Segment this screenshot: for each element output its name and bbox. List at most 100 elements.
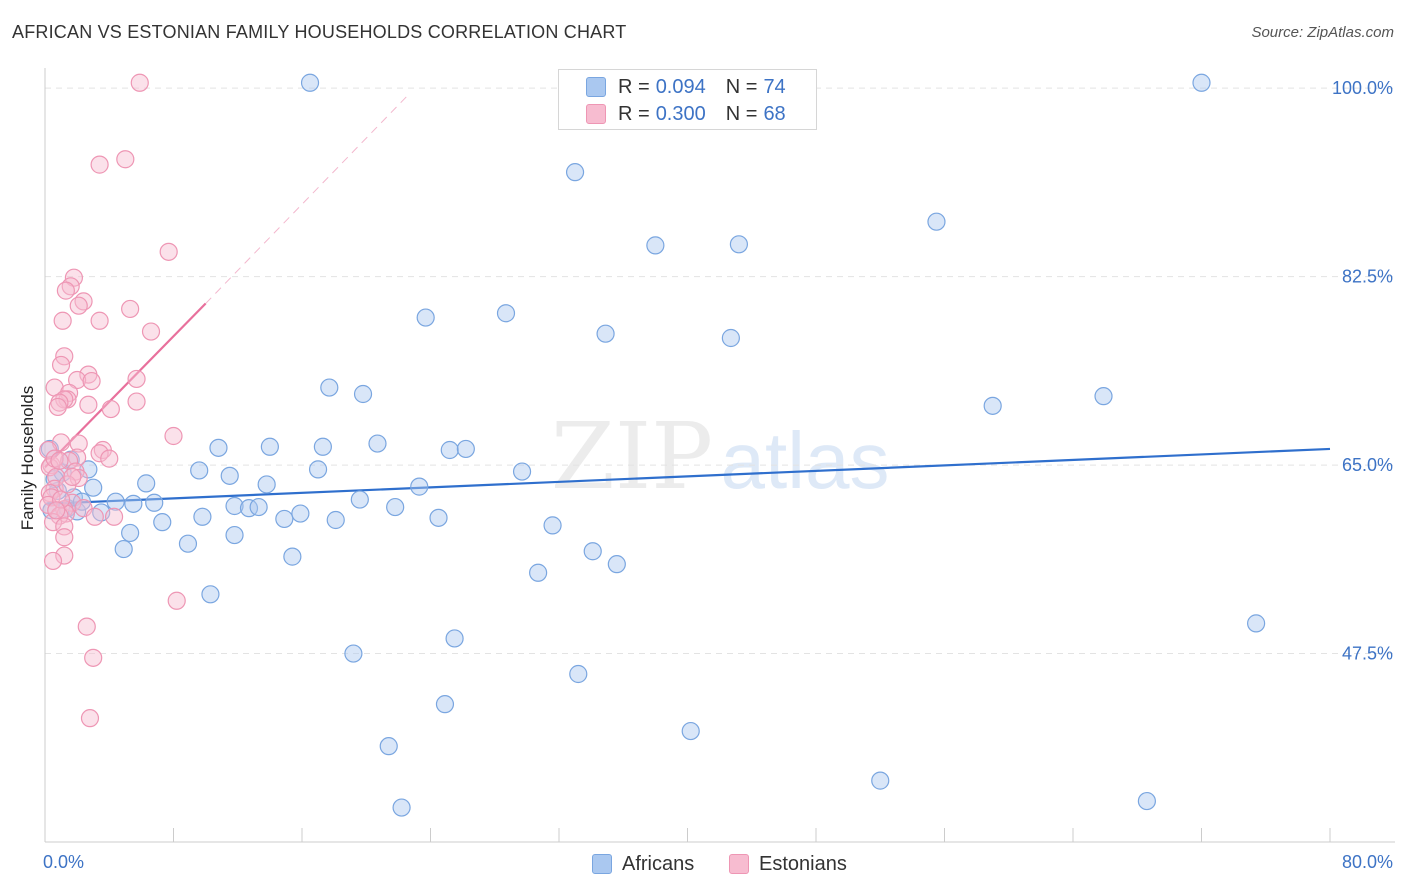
africans-point: [106, 492, 125, 511]
y-tick-label: 47.5%: [1342, 644, 1393, 664]
estonians-point: [159, 242, 178, 261]
estonians-swatch: [586, 104, 606, 124]
africans-point: [927, 212, 946, 231]
x-tick-label-min: 0.0%: [43, 852, 85, 872]
africans-point: [983, 396, 1002, 415]
estonians-point: [90, 155, 109, 174]
africans-point: [729, 235, 749, 254]
estonians-point: [82, 371, 101, 391]
africans-point: [456, 439, 475, 459]
africans-point: [190, 461, 209, 480]
legend-r-value: 0.300: [655, 102, 706, 125]
estonians-point: [101, 399, 120, 419]
estonians-point: [69, 434, 88, 453]
y-tick-label: 82.5%: [1342, 267, 1393, 287]
africans-point: [1137, 791, 1156, 811]
estonians-point: [69, 468, 88, 488]
estonians-point: [127, 369, 146, 389]
africans-point: [114, 539, 133, 559]
africans-point: [239, 499, 259, 518]
legend-r-value: 0.094: [655, 75, 706, 98]
africans-point: [445, 629, 464, 648]
africans-point: [607, 555, 626, 574]
trend-lines: [44, 96, 1331, 505]
africans-point: [871, 771, 890, 790]
axes: [44, 68, 1395, 843]
legend-n-value: 68: [763, 102, 786, 125]
africans-point: [681, 721, 700, 741]
africans-point: [350, 490, 369, 509]
africans-point: [84, 478, 103, 497]
estonians-point: [84, 648, 103, 667]
estonians-point: [167, 591, 186, 610]
africans-trend-line: [44, 447, 1331, 505]
africans-point: [225, 525, 244, 545]
source-credit: Source: ZipAtlas.com: [1251, 24, 1394, 41]
estonians-point: [50, 451, 69, 470]
estonians-point: [141, 322, 161, 341]
y-axis-label: Family Households: [18, 385, 37, 531]
legend: R = 0.094 N = 74 R = 0.300 N = 68: [558, 69, 817, 130]
africans-point: [260, 437, 279, 456]
africans-point: [435, 695, 455, 714]
legend-r-label: R =: [618, 75, 650, 98]
estonians-trend-extrapolation: [205, 96, 407, 304]
africans-point: [543, 516, 562, 535]
africans-point: [137, 474, 156, 493]
legend-row-estonians: R = 0.300 N = 68: [559, 101, 786, 127]
africans-point: [153, 513, 172, 532]
estonians-point: [104, 507, 124, 526]
estonians-point: [77, 617, 96, 636]
estonians-trend-line: [44, 302, 207, 469]
africans-point: [257, 475, 276, 494]
estonians-point: [55, 390, 74, 409]
africans-point: [326, 510, 345, 530]
africans-point: [353, 384, 373, 404]
estonians-legend-swatch: [729, 854, 749, 874]
africans-point: [344, 644, 363, 663]
africans-point: [121, 523, 140, 543]
africans-point: [320, 378, 339, 397]
estonians-point: [55, 528, 74, 547]
africans-point: [646, 236, 665, 255]
estonians-point: [130, 73, 149, 92]
estonians-point: [53, 311, 72, 330]
africans-point: [512, 462, 532, 481]
estonians-legend-label: Estonians: [759, 852, 847, 875]
africans-point: [596, 324, 615, 343]
estonians-point: [40, 458, 59, 477]
bottom-legend-estonians: Estonians: [729, 852, 847, 876]
estonians-point: [79, 395, 98, 414]
x-tick-label-max: 80.0%: [1341, 852, 1393, 872]
africans-point: [249, 497, 268, 517]
estonians-point: [55, 546, 74, 565]
africans-point: [1192, 73, 1211, 92]
africans-point: [193, 507, 212, 526]
africans-point: [368, 434, 387, 453]
africans-point: [225, 496, 244, 516]
estonians-point: [63, 467, 82, 487]
estonians-point: [90, 311, 109, 330]
africans-point: [379, 737, 398, 756]
legend-row-africans: R = 0.094 N = 74: [559, 74, 786, 100]
africans-point: [583, 542, 602, 561]
estonians-point: [56, 281, 75, 300]
africans-point: [300, 73, 320, 92]
estonians-point: [90, 444, 109, 463]
estonians-point: [43, 513, 63, 532]
africans-point: [569, 664, 588, 684]
estonians-point: [51, 355, 71, 375]
africans-point: [308, 460, 328, 479]
watermark-atlas: atlas: [721, 416, 890, 505]
africans-swatch: [586, 77, 606, 97]
africans-point: [178, 534, 198, 553]
bottom-legend-africans: Africans: [592, 852, 694, 876]
africans-point: [220, 466, 239, 485]
estonians-point: [68, 370, 87, 390]
estonians-point: [69, 296, 88, 315]
africans-point: [275, 509, 294, 529]
africans-point: [201, 585, 220, 604]
africans-point: [416, 308, 435, 327]
legend-n-label: N =: [725, 102, 758, 125]
africans-point: [1094, 387, 1113, 406]
